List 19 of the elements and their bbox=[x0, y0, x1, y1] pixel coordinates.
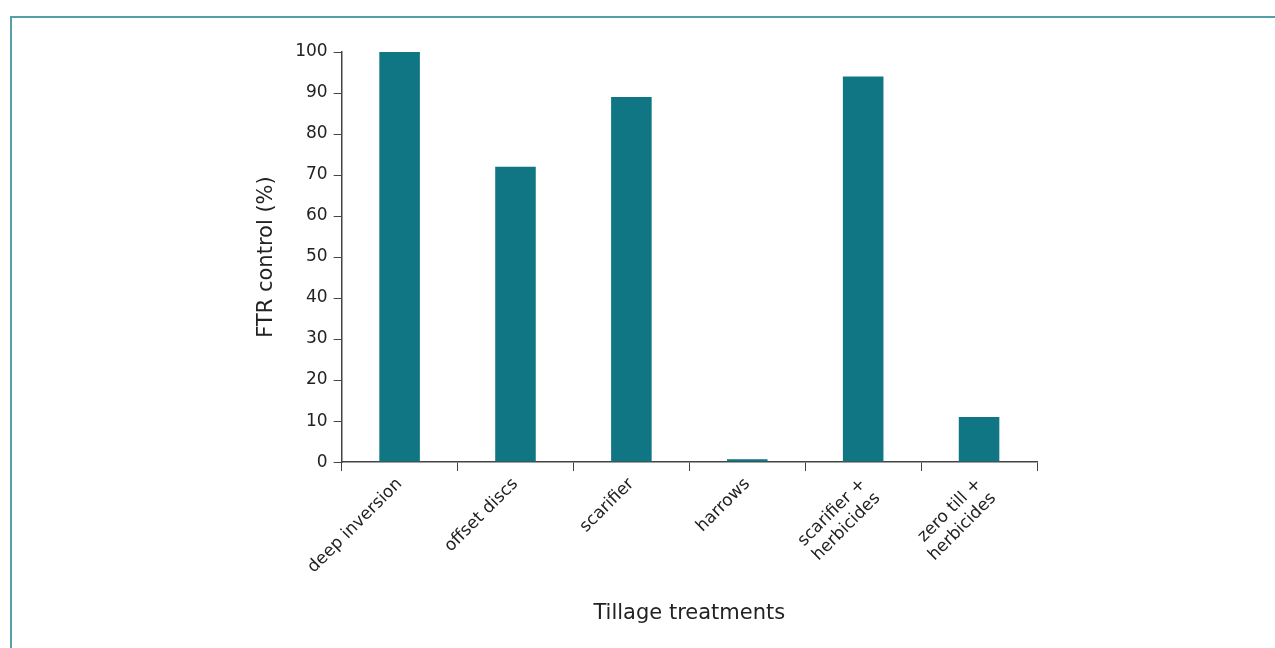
y-tick-label: 10 bbox=[306, 409, 328, 430]
y-tick-label: 60 bbox=[306, 204, 328, 225]
bar bbox=[611, 97, 652, 462]
y-tick-label: 70 bbox=[306, 163, 328, 184]
y-tick-label: 40 bbox=[306, 286, 328, 307]
bar bbox=[379, 52, 420, 462]
y-tick-label: 30 bbox=[306, 327, 328, 348]
y-tick-label: 80 bbox=[306, 122, 328, 143]
y-tick-label: 50 bbox=[306, 245, 328, 266]
x-axis-title: Tillage treatments bbox=[592, 599, 786, 624]
bar bbox=[495, 166, 536, 462]
y-tick-label: 100 bbox=[295, 40, 328, 61]
bar bbox=[842, 76, 884, 462]
y-tick-label: 20 bbox=[306, 368, 328, 389]
y-tick-label: 0 bbox=[316, 450, 328, 471]
y-tick-label: 90 bbox=[306, 81, 328, 102]
bar bbox=[726, 459, 768, 462]
y-axis-title: FTR control (%) bbox=[253, 176, 278, 338]
bar bbox=[958, 416, 1000, 462]
